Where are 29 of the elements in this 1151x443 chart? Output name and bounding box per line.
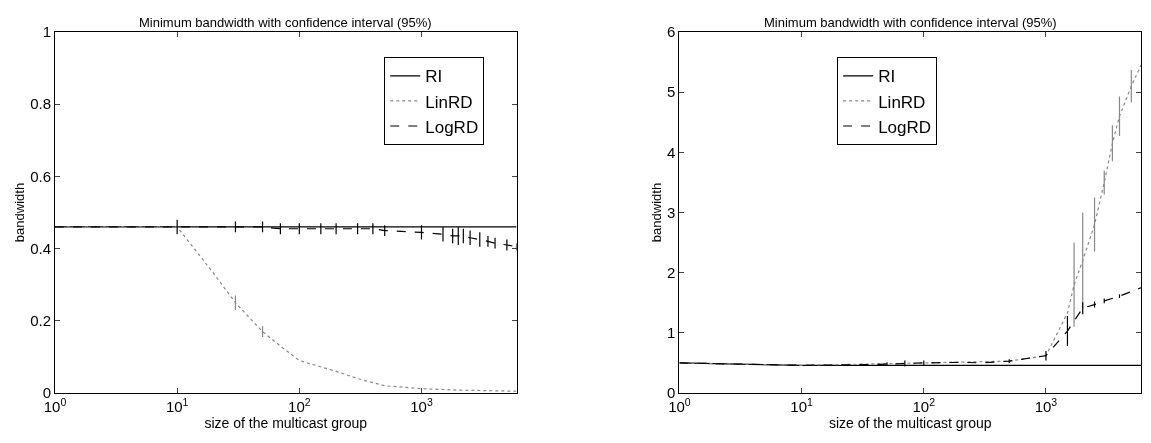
- y-tick-label: 0.8: [30, 95, 51, 113]
- y-tick-label: 5: [667, 83, 676, 101]
- y-tick-label: 6: [667, 23, 676, 41]
- legend-label: LinRD: [878, 92, 926, 112]
- x-tick-label: 10$^{1}$: [790, 395, 814, 415]
- x-tick-label: 10$^{1}$: [165, 395, 189, 415]
- x-axis-title: size of the multicast group: [828, 415, 992, 431]
- y-tick-label: 1: [42, 23, 51, 41]
- y-tick-label: 0.4: [30, 239, 51, 257]
- y-tick-label: 2: [667, 263, 676, 281]
- y-tick-label: 1: [667, 324, 676, 342]
- x-tick-label: 10$^{2}$: [912, 395, 936, 415]
- chart-title: Minimum bandwidth with confidence interval (95%): [764, 15, 1057, 30]
- y-tick-label: 4: [667, 143, 676, 161]
- chart-title: Minimum bandwidth with confidence interval (95%): [139, 15, 432, 30]
- x-tick-label: 10$^{3}$: [1034, 395, 1058, 415]
- y-tick-label: 3: [667, 203, 676, 221]
- legend-label: LogRD: [425, 117, 479, 137]
- x-tick-label: 10$^{2}$: [288, 395, 311, 415]
- legend-label: LogRD: [878, 117, 932, 137]
- legend-label: LinRD: [425, 92, 473, 112]
- legend-label: RI: [425, 67, 443, 87]
- y-tick-label: 0.2: [30, 312, 51, 330]
- y-tick-label: 0.6: [30, 167, 51, 185]
- x-axis-title: size of the multicast group: [204, 415, 368, 431]
- x-tick-label: 10$^{3}$: [410, 395, 433, 415]
- y-axis-title: bandwidth: [649, 182, 665, 243]
- legend-label: RI: [878, 67, 896, 87]
- y-axis-title: bandwidth: [12, 182, 28, 243]
